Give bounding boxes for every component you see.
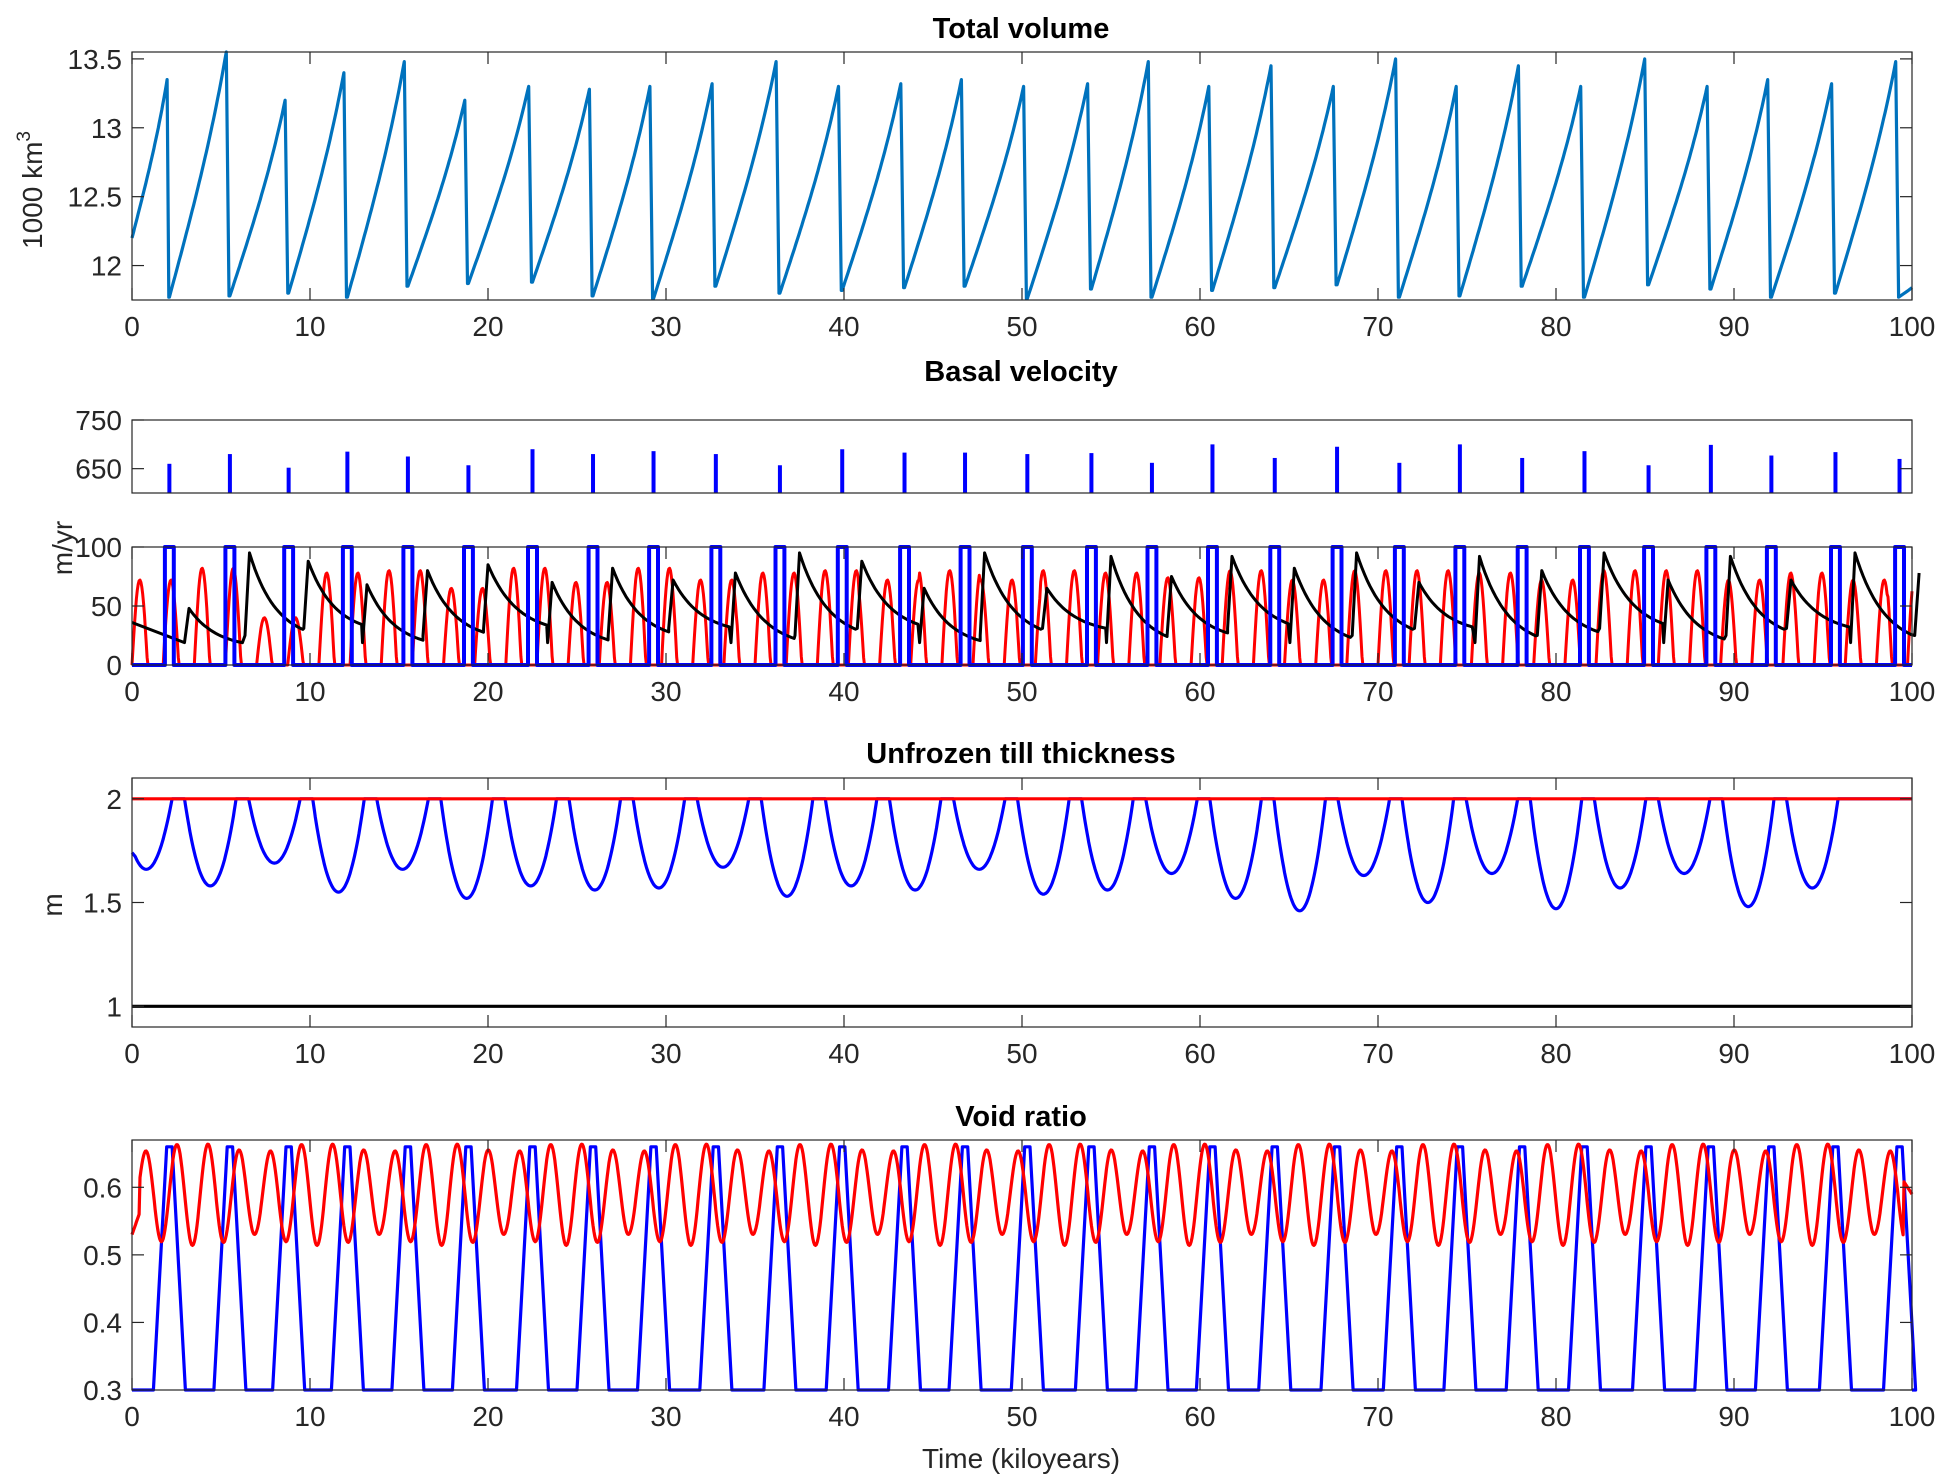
basal-velocity-x-tick: 70 xyxy=(1362,676,1393,707)
total-volume-y-tick: 12 xyxy=(91,251,122,282)
void-ratio-x-tick: 70 xyxy=(1362,1401,1393,1432)
void-ratio-x-tick: 20 xyxy=(472,1401,503,1432)
total-volume-x-tick: 30 xyxy=(650,311,681,342)
till-thickness-blue-line xyxy=(130,797,1913,913)
till-thickness-x-tick: 90 xyxy=(1718,1038,1749,1069)
void-ratio-x-tick: 80 xyxy=(1540,1401,1571,1432)
void-ratio-blue-line xyxy=(132,1145,1918,1392)
void-ratio-x-tick: 10 xyxy=(294,1401,325,1432)
total-volume-ylabel: 1000 km3 xyxy=(14,131,48,249)
void-ratio-x-tick: 90 xyxy=(1718,1401,1749,1432)
void-ratio-y-tick: 0.3 xyxy=(83,1375,122,1406)
basal-velocity-upper-axes xyxy=(131,419,1913,494)
void-ratio-x-tick: 40 xyxy=(828,1401,859,1432)
void-ratio-x-tick: 30 xyxy=(650,1401,681,1432)
void-ratio-x-tick: 60 xyxy=(1184,1401,1215,1432)
basal-velocity-x-tick: 40 xyxy=(828,676,859,707)
void-ratio-x-tick: 50 xyxy=(1006,1401,1037,1432)
x-axis-label: Time (kiloyears) xyxy=(922,1443,1120,1474)
total-volume-x-tick: 10 xyxy=(294,311,325,342)
till-thickness-x-tick: 60 xyxy=(1184,1038,1215,1069)
basal-velocity-panel: Basal velocity 0 10 20 30 40 50 60 70 80 90 100 650… xyxy=(47,356,1935,707)
till-thickness-x-tick: 100 xyxy=(1889,1038,1936,1069)
total-volume-x-tick: 80 xyxy=(1540,311,1571,342)
basal-velocity-ylabel: m/yr xyxy=(47,521,78,575)
void-ratio-title: Void ratio xyxy=(955,1101,1087,1133)
void-ratio-x-tick: 100 xyxy=(1889,1401,1936,1432)
till-thickness-title: Unfrozen till thickness xyxy=(866,738,1175,770)
basal-velocity-x-tick: 20 xyxy=(472,676,503,707)
till-thickness-x-tick: 20 xyxy=(472,1038,503,1069)
till-thickness-x-tick: 0 xyxy=(124,1038,140,1069)
till-thickness-axes xyxy=(131,777,1913,1028)
total-volume-x-tick: 50 xyxy=(1006,311,1037,342)
total-volume-x-tick: 100 xyxy=(1889,311,1936,342)
total-volume-y-tick: 13.5 xyxy=(68,44,123,75)
total-volume-line xyxy=(130,50,1913,301)
total-volume-x-tick: 90 xyxy=(1718,311,1749,342)
basal-velocity-x-tick: 30 xyxy=(650,676,681,707)
till-thickness-y-tick: 2 xyxy=(106,784,122,815)
total-volume-y-tick: 13 xyxy=(91,113,122,144)
basal-velocity-blue-line xyxy=(132,545,1912,667)
till-thickness-x-tick: 70 xyxy=(1362,1038,1393,1069)
basal-velocity-x-tick: 80 xyxy=(1540,676,1571,707)
total-volume-x-tick: 40 xyxy=(828,311,859,342)
basal-velocity-title: Basal velocity xyxy=(924,356,1117,388)
basal-velocity-x-tick: 100 xyxy=(1889,676,1936,707)
basal-velocity-y-tick: 750 xyxy=(75,405,122,436)
void-ratio-panel: Void ratio 0 10 20 30 40 50 60 70 80 90 100 0.3 0.4 0… xyxy=(83,1101,1935,1474)
till-thickness-y-tick: 1.5 xyxy=(83,888,122,919)
till-thickness-y-tick: 1 xyxy=(106,991,122,1022)
basal-velocity-x-tick: 0 xyxy=(124,676,140,707)
till-thickness-panel: Unfrozen till thickness 0 10 20 30 40 50 60 70 8… xyxy=(37,738,1935,1069)
till-thickness-x-tick: 50 xyxy=(1006,1038,1037,1069)
till-thickness-ylabel: m xyxy=(37,893,68,916)
till-thickness-x-tick: 80 xyxy=(1540,1038,1571,1069)
till-thickness-x-tick: 10 xyxy=(294,1038,325,1069)
void-ratio-y-tick: 0.6 xyxy=(83,1172,122,1203)
basal-velocity-x-tick: 10 xyxy=(294,676,325,707)
total-volume-x-tick: 0 xyxy=(124,311,140,342)
till-thickness-x-tick: 40 xyxy=(828,1038,859,1069)
void-ratio-y-tick: 0.4 xyxy=(83,1307,122,1338)
total-volume-x-tick: 20 xyxy=(472,311,503,342)
basal-velocity-x-tick: 90 xyxy=(1718,676,1749,707)
total-volume-title: Total volume xyxy=(933,13,1110,45)
basal-velocity-y-tick: 0 xyxy=(106,650,122,681)
basal-velocity-x-tick: 60 xyxy=(1184,676,1215,707)
basal-velocity-y-tick: 50 xyxy=(91,591,122,622)
void-ratio-y-tick: 0.5 xyxy=(83,1240,122,1271)
void-ratio-x-tick: 0 xyxy=(124,1401,140,1432)
total-volume-y-tick: 12.5 xyxy=(68,182,123,213)
basal-velocity-y-tick: 100 xyxy=(75,532,122,563)
total-volume-panel: Total volume 0 10 20 30 40 50 60 70 80 90 100 12 12.… xyxy=(14,13,1935,342)
basal-velocity-y-tick: 650 xyxy=(75,454,122,485)
void-ratio-red-line xyxy=(130,1142,1914,1247)
basal-velocity-x-tick: 50 xyxy=(1006,676,1037,707)
till-thickness-x-tick: 30 xyxy=(650,1038,681,1069)
total-volume-x-tick: 70 xyxy=(1362,311,1393,342)
total-volume-x-tick: 60 xyxy=(1184,311,1215,342)
